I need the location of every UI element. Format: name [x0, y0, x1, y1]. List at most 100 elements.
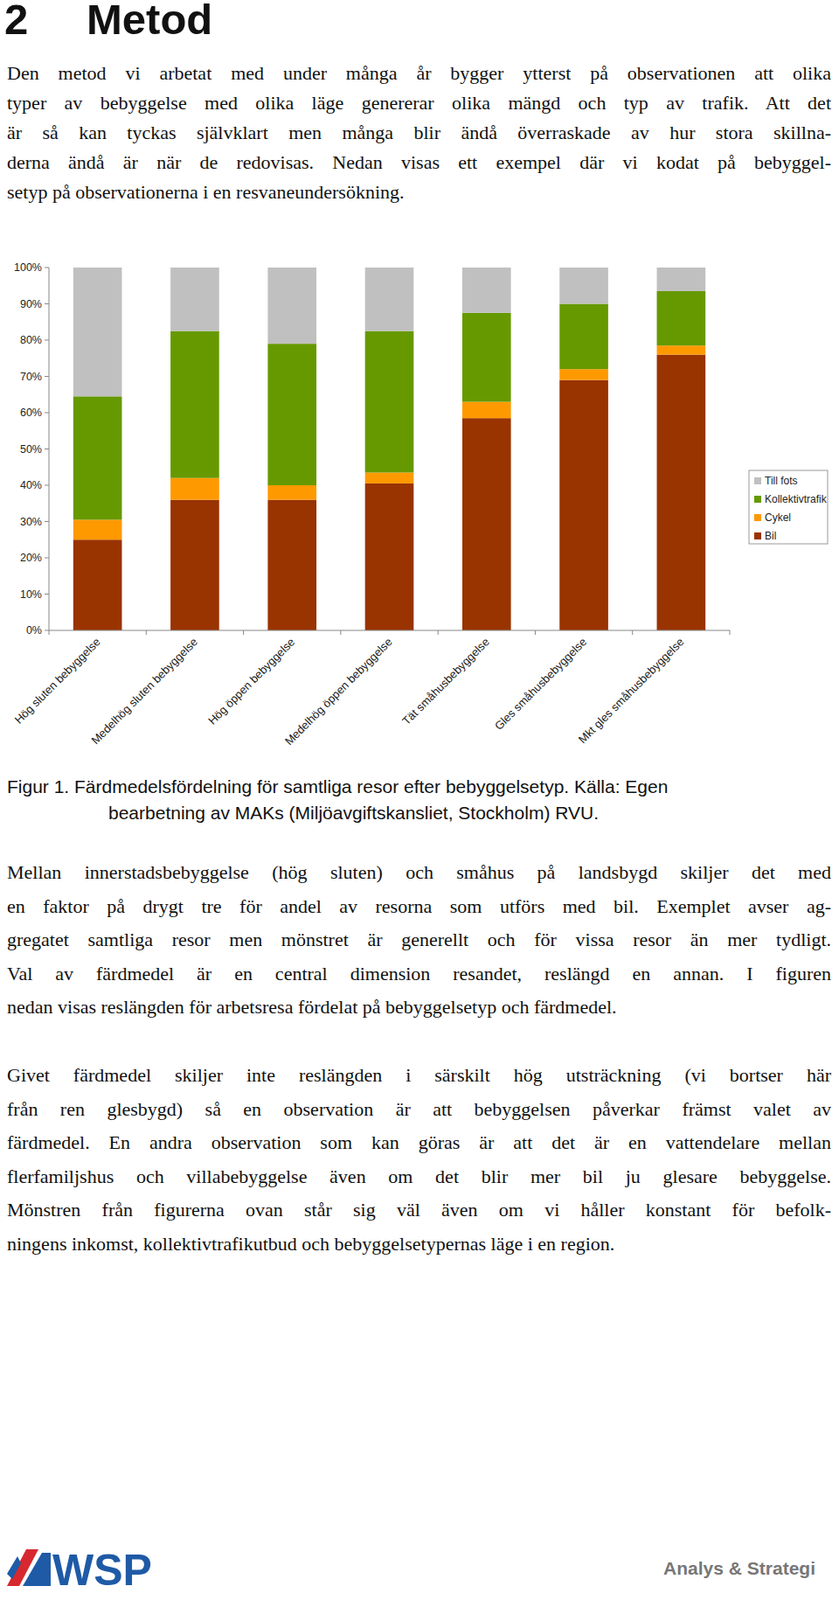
y-tick	[44, 267, 49, 269]
x-tick-label: Hög sluten bebyggelse	[12, 635, 104, 727]
text-line: flerfamiljshus och villabebyggelse även …	[6, 1161, 832, 1192]
legend-label: Cykel	[764, 511, 791, 524]
legend-swatch	[754, 495, 762, 503]
bar-segment	[657, 291, 707, 346]
bar-segment	[267, 499, 317, 631]
text-line: setyp på observationerna i en resvaneund…	[6, 177, 832, 208]
text-line: ningens inkomst, kollektivtrafikutbud oc…	[6, 1228, 832, 1259]
y-tick-label: 100%	[13, 261, 42, 274]
y-tick	[44, 593, 49, 595]
legend-label: Kollektivtrafik	[764, 492, 828, 506]
bar-segment	[365, 331, 415, 473]
bar-segment	[170, 267, 220, 332]
bar-segment	[559, 380, 609, 631]
text-line: derna ändå är när de redovisas. Nedan vi…	[6, 147, 832, 178]
x-tick	[437, 630, 439, 635]
text-line: färdmedel. En andra observation som kan …	[6, 1127, 832, 1158]
footer-text: Analys & Strategi	[663, 1557, 816, 1578]
y-tick	[44, 520, 49, 522]
y-tick	[44, 412, 49, 414]
bar-segment	[462, 417, 512, 631]
x-tick-label: Tät småhusbebyggelse	[399, 635, 493, 729]
bar-segment	[462, 267, 512, 313]
text-line: Mönstren från figurerna ovan står sig vä…	[6, 1194, 832, 1225]
x-tick-label: Medelhög öppen bebyggelse	[282, 635, 396, 749]
x-tick	[534, 630, 536, 635]
bar-segment	[462, 312, 512, 403]
y-tick-label: 90%	[20, 298, 42, 311]
y-tick-label: 40%	[20, 478, 42, 492]
y-tick	[44, 557, 49, 559]
legend-swatch	[754, 513, 762, 521]
bar-segment	[462, 402, 512, 419]
x-tick-label: Medelhög sluten bebyggelse	[88, 635, 201, 748]
bar-segment	[73, 395, 123, 520]
y-tick-label: 0%	[26, 624, 42, 637]
bar-segment	[657, 267, 707, 292]
x-tick	[631, 630, 633, 635]
bar-segment	[170, 478, 220, 500]
legend-label: Till fots	[764, 474, 798, 487]
legend-box	[748, 470, 828, 544]
bar-segment	[73, 519, 123, 540]
text-line: nedan visas reslängden för arbetsresa fö…	[6, 991, 832, 1022]
y-tick-label: 20%	[20, 551, 42, 564]
page: 2 Metod Den metod vi arbetat med under mån…	[0, 0, 839, 1600]
y-tick-label: 50%	[20, 443, 42, 456]
logo-text: WSP	[52, 1545, 153, 1595]
x-tick	[339, 630, 341, 635]
text-line: Den metod vi arbetat med under många år …	[6, 58, 832, 89]
logo-icon	[22, 1552, 51, 1586]
logo-icon	[6, 1555, 21, 1579]
y-tick-label: 80%	[20, 333, 42, 347]
x-tick-label: Hög öppen bebyggelse	[205, 635, 298, 728]
figure-caption: Figur 1. Färdmedelsfördelning för samtli…	[6, 774, 668, 799]
x-axis	[48, 630, 730, 631]
bar-segment	[73, 267, 123, 396]
section-title: Metod	[86, 0, 213, 44]
y-tick	[44, 485, 49, 486]
y-tick	[44, 630, 49, 631]
section-number: 2	[4, 0, 28, 44]
y-tick-label: 30%	[20, 515, 42, 528]
text-line: från ren glesbygd) så en observation är …	[6, 1094, 832, 1124]
text-line: en faktor på drygt tre för andel av reso…	[6, 891, 832, 922]
y-tick-label: 70%	[20, 370, 42, 383]
bar-segment	[267, 343, 317, 486]
text-line: Givet färdmedel skiljer inte reslängden …	[6, 1060, 832, 1090]
bar-segment	[365, 471, 415, 483]
y-tick	[44, 303, 49, 305]
legend-label: Bil	[764, 529, 777, 542]
bar-segment	[365, 483, 415, 631]
bar-segment	[657, 354, 707, 631]
legend-swatch	[754, 532, 762, 540]
y-tick	[44, 339, 49, 341]
bar-segment	[170, 499, 220, 631]
x-tick	[242, 630, 244, 635]
text-line: typer av bebyggelse med olika läge gener…	[6, 88, 832, 118]
x-tick	[145, 630, 147, 635]
chart-svg: 0% 10% 20% 30% 40% 50% 60% 70% 80% 90% 100% Hög slu…	[0, 0, 839, 1600]
x-tick	[48, 630, 50, 635]
bar-segment	[559, 304, 609, 370]
text-line: gregatet samtliga resor men mönstret är …	[6, 924, 832, 955]
bar-segment	[267, 485, 317, 500]
legend-swatch	[754, 477, 762, 485]
y-tick	[44, 375, 49, 377]
bar-segment	[365, 267, 415, 332]
bar-segment	[267, 267, 317, 344]
figure-caption: bearbetning av MAKs (Miljöavgiftskanslie…	[108, 800, 599, 826]
bars	[73, 267, 706, 631]
bar-segment	[170, 331, 220, 479]
x-tick-label: Gles småhusbebyggelse	[492, 635, 590, 733]
y-tick-label: 60%	[20, 406, 42, 419]
bar-segment	[657, 345, 707, 354]
x-tick	[729, 630, 731, 635]
text-line: Val av färdmedel är en central dimension…	[6, 958, 832, 989]
text-line: är så kan tyckas självklart men många bl…	[6, 117, 832, 148]
bar-segment	[559, 368, 609, 380]
x-tick-label: Mkt gles småhusbebyggelse	[575, 635, 687, 747]
y-tick	[44, 448, 49, 450]
text-line: Mellan innerstadsbebyggelse (hög sluten)…	[6, 857, 832, 888]
y-tick-label: 10%	[20, 588, 42, 601]
